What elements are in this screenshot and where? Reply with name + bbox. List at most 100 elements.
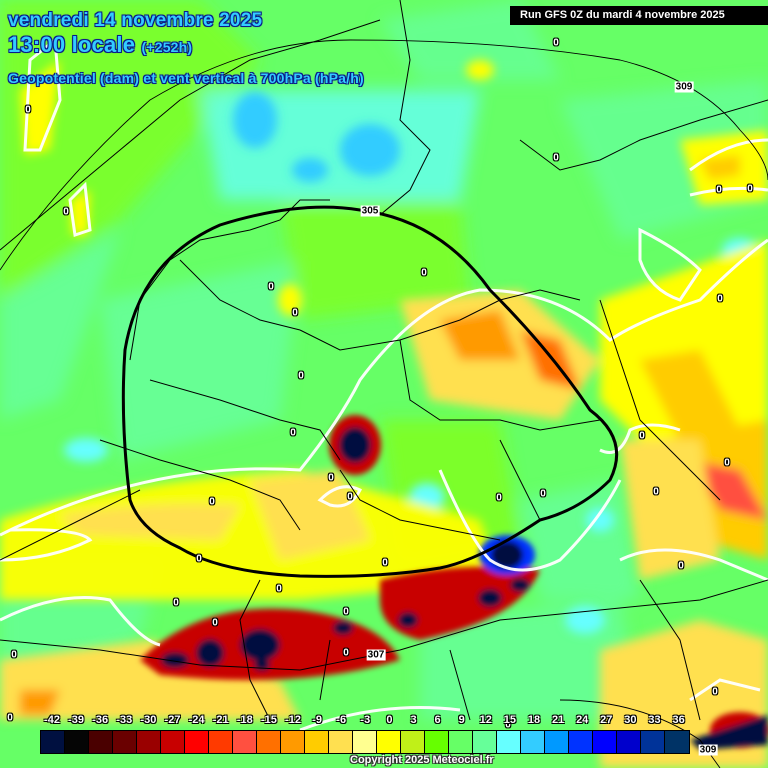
- colorbar-label: -27: [164, 714, 181, 726]
- colorbar-swatch: [449, 731, 473, 753]
- colorbar-swatch: [209, 731, 233, 753]
- model-run-label: Run GFS 0Z du mardi 4 novembre 2025: [510, 6, 768, 25]
- colorbar-label: -6: [336, 714, 347, 726]
- colorbar-swatch: [41, 731, 65, 753]
- zero-label: 0: [196, 553, 202, 565]
- colorbar-swatch: [281, 731, 305, 753]
- zero-label: 0: [553, 37, 559, 49]
- colorbar-label: -24: [188, 714, 205, 726]
- geopotential-contours-thin: [0, 39, 768, 768]
- colorbar-label: -18: [236, 714, 253, 726]
- colorbar-swatch: [473, 731, 497, 753]
- colorbar-swatch: [497, 731, 521, 753]
- colorbar-swatch: [329, 731, 353, 753]
- colorbar-swatch: [305, 731, 329, 753]
- geopotential-contour-305: [121, 205, 619, 578]
- colorbar-label: -33: [116, 714, 133, 726]
- colorbar-label: -36: [92, 714, 109, 726]
- colorbar-label: 3: [410, 714, 417, 726]
- zero-label: 0: [328, 472, 334, 484]
- zero-label: 0: [212, 617, 218, 629]
- colorbar-label: -3: [360, 714, 371, 726]
- geopotential-label: 307: [366, 649, 386, 661]
- colorbar-swatch: [113, 731, 137, 753]
- colorbar-label: -12: [285, 714, 301, 726]
- zero-label: 0: [724, 457, 730, 469]
- colorbar-swatch: [233, 731, 257, 753]
- colorbar-swatch: [257, 731, 281, 753]
- colorbar-swatch: [545, 731, 569, 753]
- colorbar-swatch: [521, 731, 545, 753]
- zero-label: 0: [268, 281, 274, 293]
- colorbar-swatch: [65, 731, 89, 753]
- colorbar-label: 0: [386, 714, 393, 726]
- forecast-date: vendredi 14 novembre 2025: [8, 10, 263, 31]
- colorbar-label: 9: [458, 714, 465, 726]
- zero-label: 0: [347, 491, 353, 503]
- zero-label: 0: [639, 430, 645, 442]
- zero-label: 0: [343, 647, 349, 659]
- colorbar-label: -42: [44, 714, 60, 726]
- colorbar-swatch: [89, 731, 113, 753]
- colorbar-label: 33: [648, 714, 661, 726]
- zero-label: 0: [717, 293, 723, 305]
- colorbar-swatch: [617, 731, 641, 753]
- zero-label: 0: [343, 606, 349, 618]
- zero-label: 0: [276, 583, 282, 595]
- colorbar-label: 27: [600, 714, 613, 726]
- colorbar-label: -21: [212, 714, 229, 726]
- colorbar-swatch: [161, 731, 185, 753]
- colorbar-swatch: [425, 731, 449, 753]
- zero-label: 0: [290, 427, 296, 439]
- zero-label: 0: [25, 104, 31, 116]
- colorbar-label: 15: [503, 714, 517, 726]
- colorbar-label: -15: [260, 714, 277, 726]
- geopotential-label: 305: [360, 205, 380, 217]
- colorbar-label: 6: [434, 714, 441, 726]
- colorbar-swatch: [593, 731, 617, 753]
- colorbar-swatch: [401, 731, 425, 753]
- colorbar-swatch: [185, 731, 209, 753]
- zero-label: 0: [292, 307, 298, 319]
- colorbar-label: 12: [479, 714, 492, 726]
- zero-label: 0: [505, 719, 511, 731]
- copyright: Copyright 2025 Meteociel.fr: [350, 754, 494, 766]
- zero-label: 0: [747, 183, 753, 195]
- colorbar-label: -9: [312, 714, 322, 726]
- zero-label: 0: [678, 560, 684, 572]
- zero-label: 0: [63, 206, 69, 218]
- colorbar: [40, 730, 690, 754]
- zero-label: 0: [11, 649, 17, 661]
- colorbar-label: 30: [624, 714, 637, 726]
- zero-label: 0: [496, 492, 502, 504]
- colorbar-swatch: [665, 731, 689, 753]
- colorbar-swatch: [641, 731, 665, 753]
- colorbar-label: 21: [551, 714, 565, 726]
- zero-label: 0: [421, 267, 427, 279]
- colorbar-label: -39: [68, 714, 85, 726]
- country-borders: [0, 0, 768, 721]
- zero-label: 0: [173, 597, 179, 609]
- colorbar-swatch: [377, 731, 401, 753]
- zero-label: 0: [7, 712, 13, 724]
- geopotential-label: 309: [698, 744, 718, 756]
- zero-label: 0: [712, 686, 718, 698]
- geopotential-label: 309: [674, 81, 694, 93]
- zero-label: 0: [298, 370, 304, 382]
- zero-label: 0: [716, 184, 722, 196]
- colorbar-label: -30: [140, 714, 157, 726]
- parameter-title: Geopotentiel (dam) et vent vertical à 70…: [8, 70, 364, 86]
- colorbar-swatch: [569, 731, 593, 753]
- forecast-time: 13:00 locale (+252h): [8, 32, 192, 58]
- zero-label: 0: [540, 488, 546, 500]
- local-time: 13:00 locale: [8, 32, 136, 57]
- colorbar-label: 24: [576, 714, 589, 726]
- zero-label: 0: [553, 152, 559, 164]
- lead-time: (+252h): [141, 39, 193, 55]
- colorbar-swatch: [137, 731, 161, 753]
- colorbar-label: 18: [527, 714, 541, 726]
- colorbar-swatch: [353, 731, 377, 753]
- zero-label: 0: [382, 557, 388, 569]
- zero-label: 0: [653, 486, 659, 498]
